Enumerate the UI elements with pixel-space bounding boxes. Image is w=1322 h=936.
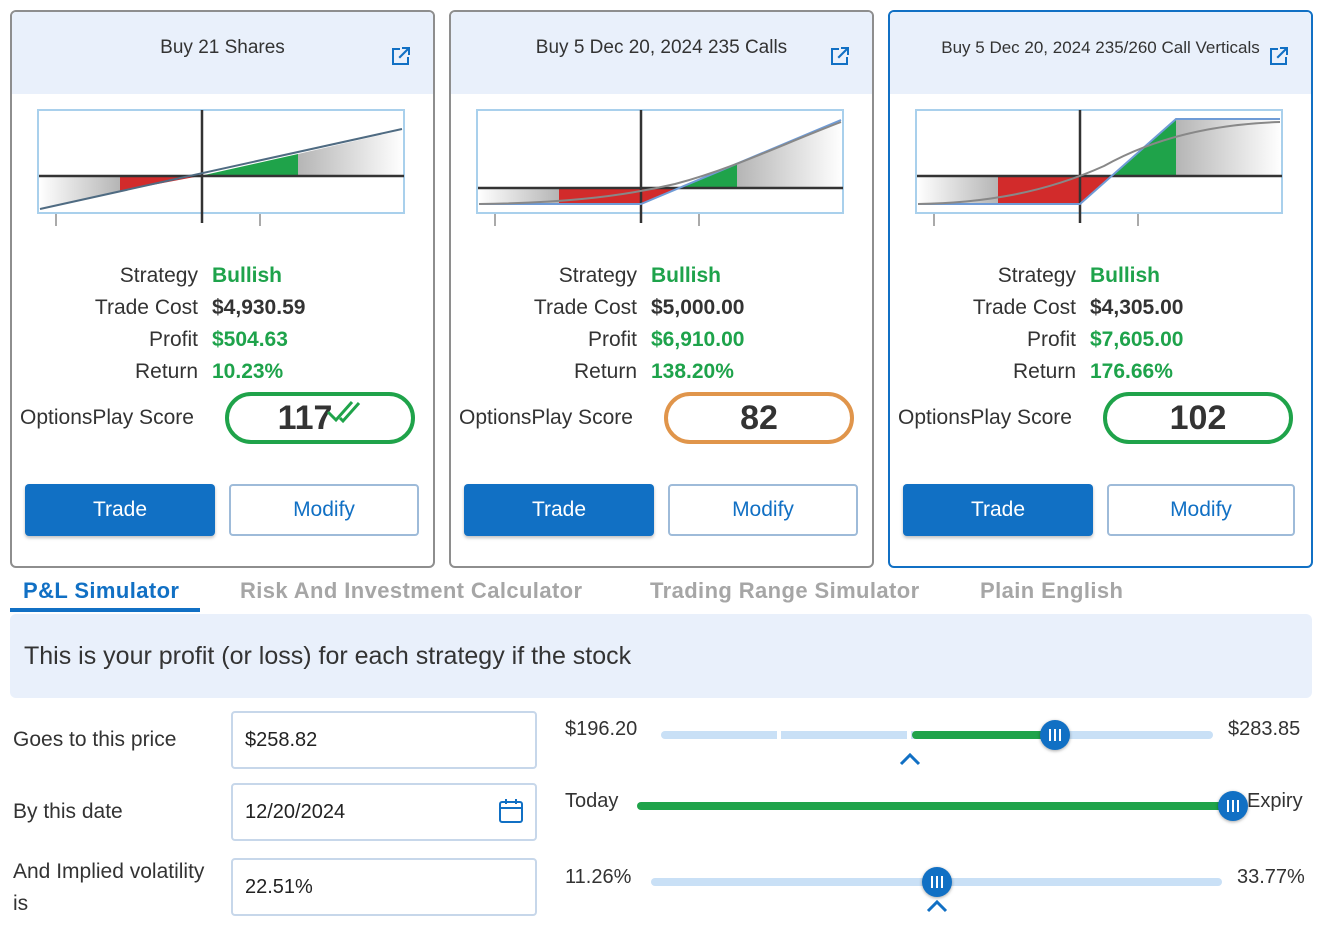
score-badge: 82 bbox=[664, 392, 854, 444]
profit-label: Profit bbox=[1026, 328, 1076, 351]
simulator-banner: This is your profit (or loss) for each s… bbox=[10, 614, 1312, 698]
score-badge: 117 bbox=[225, 392, 415, 444]
score-row: OptionsPlay Score 82 bbox=[451, 390, 872, 446]
score-label: OptionsPlay Score bbox=[459, 406, 633, 429]
profit-value: $6,910.00 bbox=[651, 328, 745, 351]
volatility-slider-handle[interactable] bbox=[922, 867, 952, 897]
date-min-label: Today bbox=[565, 790, 619, 812]
card-header: Buy 5 Dec 20, 2024 235 Calls bbox=[451, 12, 872, 94]
payoff-chart bbox=[915, 109, 1283, 226]
score-value: 102 bbox=[1169, 398, 1227, 437]
return-label: Return bbox=[1012, 360, 1076, 383]
tab-trading-range-simulator[interactable]: Trading Range Simulator bbox=[650, 578, 920, 603]
card-header: Buy 21 Shares bbox=[12, 12, 433, 94]
price-slider-tick bbox=[907, 730, 911, 740]
double-check-icon bbox=[326, 401, 361, 424]
return-label: Return bbox=[134, 360, 198, 383]
return-label: Return bbox=[573, 360, 637, 383]
modify-button[interactable]: Modify bbox=[229, 484, 419, 536]
calendar-icon[interactable] bbox=[497, 797, 525, 825]
payoff-chart bbox=[476, 109, 844, 226]
price-slider-range bbox=[912, 731, 1054, 739]
card-stats: Strategy Bullish Trade Cost $4,930.59 Prof… bbox=[12, 260, 433, 388]
return-value: 138.20% bbox=[651, 360, 734, 383]
external-link-icon[interactable] bbox=[1267, 44, 1291, 68]
date-max-label: Expiry bbox=[1247, 790, 1303, 812]
volatility-label: And Implied volatility is bbox=[13, 860, 205, 915]
score-badge: 102 bbox=[1103, 392, 1293, 444]
modify-button[interactable]: Modify bbox=[668, 484, 858, 536]
profit-value: $504.63 bbox=[212, 328, 288, 351]
volatility-max-label: 33.77% bbox=[1237, 866, 1305, 888]
grip-icon bbox=[1227, 800, 1239, 812]
trade-button[interactable]: Trade bbox=[903, 484, 1093, 536]
tab-pl-simulator[interactable]: P&L Simulator bbox=[23, 578, 180, 603]
trade-button[interactable]: Trade bbox=[25, 484, 215, 536]
trade-cost-label: Trade Cost bbox=[94, 296, 198, 319]
payoff-chart bbox=[37, 109, 405, 226]
strategy-label: Strategy bbox=[997, 264, 1076, 287]
trade-cost-value: $5,000.00 bbox=[651, 296, 745, 319]
price-min-label: $196.20 bbox=[565, 718, 638, 740]
price-slider-tick bbox=[777, 730, 781, 740]
date-label: By this date bbox=[13, 800, 123, 823]
modify-button[interactable]: Modify bbox=[1107, 484, 1295, 536]
score-value: 117 bbox=[277, 398, 333, 437]
grip-icon bbox=[1049, 729, 1061, 741]
strategy-label: Strategy bbox=[558, 264, 637, 287]
caret-up-icon bbox=[899, 752, 921, 766]
date-slider-handle[interactable] bbox=[1218, 791, 1248, 821]
card-title: Buy 5 Dec 20, 2024 235 Calls bbox=[535, 37, 788, 58]
profit-label: Profit bbox=[148, 328, 198, 351]
profit-value: $7,605.00 bbox=[1090, 328, 1184, 351]
trade-cost-label: Trade Cost bbox=[972, 296, 1076, 319]
caret-up-icon bbox=[926, 899, 948, 913]
card-stats: Strategy Bullish Trade Cost $5,000.00 Prof… bbox=[451, 260, 872, 388]
profit-label: Profit bbox=[587, 328, 637, 351]
score-value: 82 bbox=[740, 398, 778, 437]
strategy-card-calls: Buy 5 Dec 20, 2024 235 Calls Strategy Bul… bbox=[449, 10, 874, 568]
date-input[interactable] bbox=[231, 783, 537, 841]
price-label: Goes to this price bbox=[13, 728, 177, 751]
card-stats: Strategy Bullish Trade Cost $4,305.00 Prof… bbox=[890, 260, 1311, 388]
trade-cost-label: Trade Cost bbox=[533, 296, 637, 319]
price-max-label: $283.85 bbox=[1228, 718, 1301, 740]
trade-button[interactable]: Trade bbox=[464, 484, 654, 536]
card-header: Buy 5 Dec 20, 2024 235/260 Call Vertical… bbox=[890, 12, 1311, 94]
date-slider-track[interactable] bbox=[637, 802, 1233, 810]
card-title: Buy 5 Dec 20, 2024 235/260 Call Vertical… bbox=[941, 38, 1260, 57]
trade-cost-value: $4,305.00 bbox=[1090, 296, 1184, 319]
strategy-value: Bullish bbox=[651, 264, 722, 287]
volatility-min-label: 11.26% bbox=[565, 866, 632, 888]
external-link-icon[interactable] bbox=[389, 44, 413, 68]
active-tab-indicator bbox=[10, 608, 200, 612]
score-row: OptionsPlay Score 102 bbox=[890, 390, 1311, 446]
strategy-value: Bullish bbox=[212, 264, 283, 287]
price-input[interactable] bbox=[231, 711, 537, 769]
score-label: OptionsPlay Score bbox=[20, 406, 194, 429]
simulator-tabs: P&L Simulator Risk And Investment Calcul… bbox=[10, 574, 1312, 614]
card-title: Buy 21 Shares bbox=[160, 37, 285, 58]
grip-icon bbox=[931, 876, 943, 888]
strategy-card-verticals: Buy 5 Dec 20, 2024 235/260 Call Vertical… bbox=[888, 10, 1313, 568]
price-slider-handle[interactable] bbox=[1040, 720, 1070, 750]
strategy-label: Strategy bbox=[119, 264, 198, 287]
trade-cost-value: $4,930.59 bbox=[212, 296, 306, 319]
tab-risk-calculator[interactable]: Risk And Investment Calculator bbox=[240, 578, 583, 603]
tab-plain-english[interactable]: Plain English bbox=[980, 578, 1124, 603]
external-link-icon[interactable] bbox=[828, 44, 852, 68]
return-value: 176.66% bbox=[1090, 360, 1173, 383]
volatility-input[interactable] bbox=[231, 858, 537, 916]
score-label: OptionsPlay Score bbox=[898, 406, 1072, 429]
strategy-value: Bullish bbox=[1090, 264, 1161, 287]
return-value: 10.23% bbox=[212, 360, 284, 383]
score-row: OptionsPlay Score 117 bbox=[12, 390, 433, 446]
strategy-card-shares: Buy 21 Shares Strategy Bullish Trade Cost… bbox=[10, 10, 435, 568]
